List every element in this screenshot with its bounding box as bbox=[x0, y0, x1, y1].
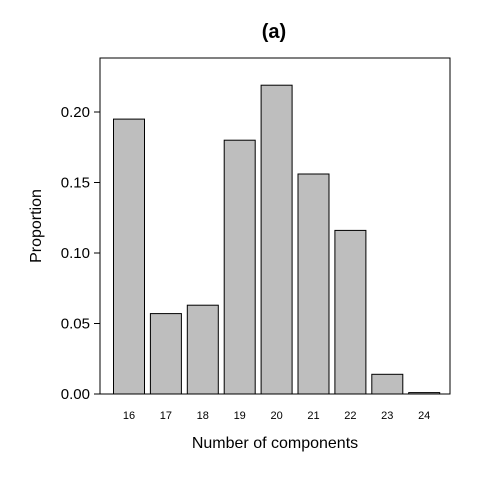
bar-22 bbox=[334, 229, 367, 395]
bar-17 bbox=[149, 313, 182, 395]
bar-16 bbox=[113, 118, 145, 395]
chart-title: (a) bbox=[262, 21, 286, 43]
x-axis: 16 17 18 19 20 21 22 23 24 bbox=[123, 410, 430, 422]
y-axis: 0.00 0.05 0.10 0.15 0.20 bbox=[61, 104, 100, 403]
x-tick-label: 17 bbox=[160, 410, 172, 422]
y-axis-title: Proportion bbox=[28, 189, 45, 263]
y-tick-label: 0.20 bbox=[61, 104, 90, 121]
x-tick-label: 23 bbox=[381, 410, 393, 422]
x-tick-label: 21 bbox=[307, 410, 319, 422]
bar-24 bbox=[408, 392, 441, 395]
bars-group bbox=[113, 84, 441, 395]
x-tick-label: 22 bbox=[344, 410, 356, 422]
y-tick-label: 0.05 bbox=[61, 316, 90, 333]
bar-19 bbox=[223, 139, 256, 395]
y-tick-label: 0.00 bbox=[61, 386, 90, 403]
x-tick-label: 24 bbox=[418, 410, 430, 422]
x-tick-label: 19 bbox=[234, 410, 246, 422]
bar-20 bbox=[260, 84, 293, 395]
x-tick-label: 18 bbox=[197, 410, 209, 422]
y-tick-label: 0.15 bbox=[61, 175, 90, 192]
bar-21 bbox=[297, 173, 330, 395]
y-tick-label: 0.10 bbox=[61, 245, 90, 262]
bar-18 bbox=[186, 304, 219, 395]
bar-23 bbox=[371, 373, 404, 395]
x-axis-title: Number of components bbox=[192, 435, 358, 452]
x-tick-label: 20 bbox=[270, 410, 282, 422]
x-tick-label: 16 bbox=[123, 410, 135, 422]
